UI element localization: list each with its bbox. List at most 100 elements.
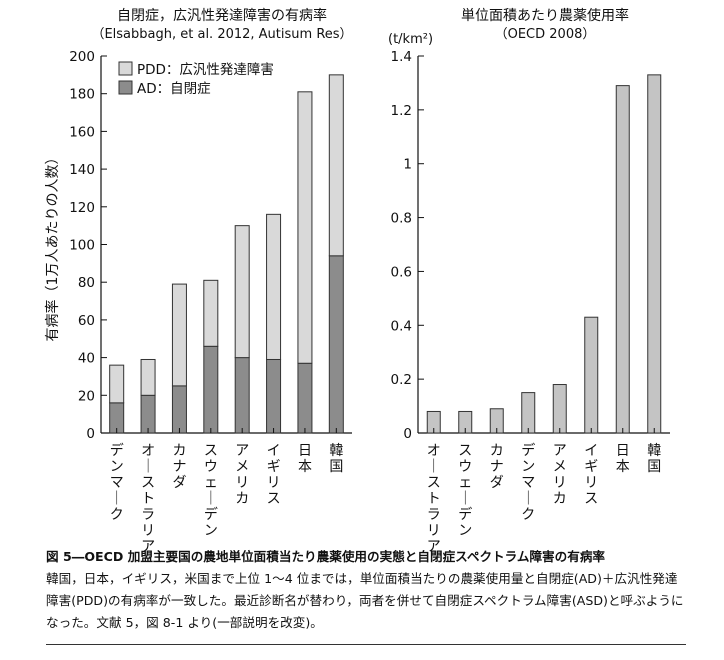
x-tick-label-char: ス [267,491,281,507]
x-tick-label-char: リ [553,475,567,491]
bottom-rule [46,644,686,645]
x-tick-label-char: ア [427,539,441,555]
x-tick-label-char: オ [427,443,441,459]
x-tick-label-char: ス [584,491,598,507]
left-chart-title: 自閉症，広汎性発達障害の有病率 [117,7,327,24]
x-tick-label-char: ェ [204,475,218,491]
y-tick-label: 80 [78,275,95,291]
y-tick-label: 1 [403,157,412,173]
x-tick-label-char: ン [204,523,218,539]
x-tick-label-char: ン [521,459,535,475]
x-tick-label-char: マ [521,475,535,491]
legend-label-pdd: PDD：広汎性発達障害 [137,62,274,78]
y-tick-label: 100 [69,238,95,254]
x-tick-label-char: カ [553,491,567,507]
left-y-axis-label: 有病率（1万人あたりの人数） [44,151,61,342]
x-tick-label-char: イ [584,443,598,459]
x-tick-label-char: デ [204,506,218,523]
x-tick-label-char: ク [521,507,535,523]
x-tick-label-char: ギ [267,459,281,475]
x-tick-label-char: マ [110,475,124,491]
x-tick-label-char: 本 [616,459,630,475]
x-tick-label-char: ダ [172,475,186,491]
x-tick-label-char: メ [553,459,567,475]
y-tick-label: 180 [69,87,95,103]
figure: 自閉症，広汎性発達障害の有病率 （Elsabbagh, et al. 2012,… [44,7,670,555]
x-tick-label-char: ア [553,443,567,459]
chart-autism-prevalence: 自閉症，広汎性発達障害の有病率 （Elsabbagh, et al. 2012,… [44,7,353,555]
y-tick-label: 0 [86,426,95,442]
x-tick-label-char: 本 [298,459,312,475]
x-tick-label-char: ク [110,507,124,523]
bar-pesticide [584,316,599,434]
left-y-axis: 0 20 40 60 80 100 120 140 160 180 200 [69,49,352,442]
x-tick-label-char: 国 [647,459,661,475]
x-tick-label-char: カ [490,443,504,459]
right-chart-title: 単位面積あたり農薬使用率 [461,7,629,24]
bar-pdd [203,279,219,347]
y-tick-label: 0.8 [391,211,412,227]
left-bars [109,74,344,434]
x-tick-label-char: リ [427,523,441,539]
x-tick-label-char: ｜ [110,491,124,507]
right-bars [426,74,662,434]
y-tick-label: 20 [78,388,95,404]
x-tick-label-char: イ [267,443,281,459]
bar-pdd [328,74,344,257]
x-tick-label-char: リ [141,523,155,539]
bar-pdd [171,283,187,387]
x-tick-label-char: ン [110,459,124,475]
figure-caption: 図 5―OECD 加盟主要国の農地単位面積当たり農薬使用の実態と自閉症スペクトラ… [46,546,686,634]
x-tick-label-char: 国 [329,459,343,475]
bar-pdd [297,91,313,364]
legend-label-ad: AD：自閉症 [137,81,211,97]
x-tick-label-char: ス [458,443,472,459]
x-tick-label-char: ウ [204,459,218,475]
bar-ad [297,362,313,434]
bar-pesticide [647,74,662,434]
x-tick-label-char: 韓 [647,443,661,459]
chart-pesticide-use: 単位面積あたり農薬使用率 （OECD 2008） (t/km²) 0 0.2 0.4… [388,7,670,555]
x-tick-label-char: ナ [172,459,186,475]
y-tick-label: 1.4 [391,49,412,65]
bar-ad [203,345,219,434]
y-tick-label: 40 [78,351,95,367]
bar-ad [266,358,282,434]
x-tick-label-char: ギ [584,459,598,475]
y-tick-label: 0 [403,426,412,442]
y-tick-label: 0.2 [391,372,412,388]
bar-ad [140,394,156,434]
y-tick-label: 0.6 [391,264,412,280]
x-tick-label-char: ア [141,539,155,555]
bar-ad [328,255,344,434]
bar-ad [234,357,250,434]
y-tick-label: 200 [69,49,95,65]
x-tick-label-char: ス [427,475,441,491]
x-tick-label-char: ト [427,491,441,507]
y-tick-label: 0.4 [391,318,412,334]
bar-pdd [266,213,282,360]
y-tick-label: 120 [69,200,95,216]
x-tick-label-char: リ [584,475,598,491]
x-tick-label-char: ｜ [141,459,155,475]
x-tick-label-char: メ [235,459,249,475]
legend-swatch-pdd [118,61,133,76]
left-chart-subtitle: （Elsabbagh, et al. 2012, Autisum Res） [91,27,352,42]
y-tick-label: 60 [78,313,95,329]
x-tick-label-char: カ [235,491,249,507]
bar-pdd [109,364,125,404]
x-tick-label-char: カ [172,443,186,459]
x-tick-label-char: リ [267,475,281,491]
x-tick-label-char: デ [458,506,472,523]
bar-pdd [234,225,250,359]
x-tick-label-char: ｜ [458,491,472,507]
right-y-axis-unit: (t/km²) [388,32,433,47]
x-tick-label-char: ス [204,443,218,459]
x-tick-label-char: ェ [458,475,472,491]
x-tick-label-char: ｜ [427,459,441,475]
x-tick-label-char: ス [141,475,155,491]
x-tick-label-char: ラ [427,507,441,523]
left-legend: PDD：広汎性発達障害 AD：自閉症 [118,61,274,97]
